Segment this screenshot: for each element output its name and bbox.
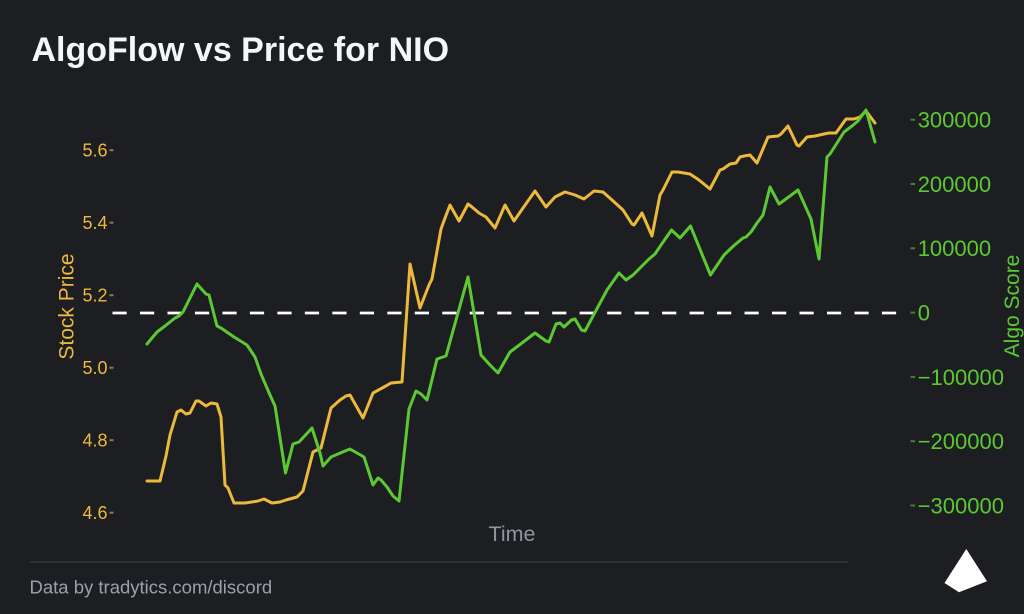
svg-text:5.4: 5.4 (82, 213, 107, 233)
svg-text:Stock Price: Stock Price (56, 253, 79, 359)
svg-text:Time: Time (489, 522, 536, 546)
svg-text:−100000: −100000 (918, 365, 1004, 390)
svg-text:AlgoFlow vs Price for NIO: AlgoFlow vs Price for NIO (32, 31, 450, 69)
svg-text:Data by tradytics.com/discord: Data by tradytics.com/discord (30, 577, 273, 598)
svg-text:4.8: 4.8 (82, 431, 107, 451)
svg-text:5.6: 5.6 (82, 141, 107, 161)
svg-text:−200000: −200000 (918, 429, 1004, 454)
svg-text:4.6: 4.6 (82, 503, 107, 523)
svg-text:0: 0 (918, 301, 930, 326)
svg-text:5.0: 5.0 (82, 358, 107, 378)
svg-text:300000: 300000 (918, 108, 991, 133)
svg-text:Algo Score: Algo Score (1001, 255, 1024, 358)
svg-text:200000: 200000 (918, 172, 991, 197)
svg-text:−300000: −300000 (918, 493, 1004, 518)
svg-text:100000: 100000 (918, 236, 991, 261)
svg-text:5.2: 5.2 (82, 286, 107, 306)
